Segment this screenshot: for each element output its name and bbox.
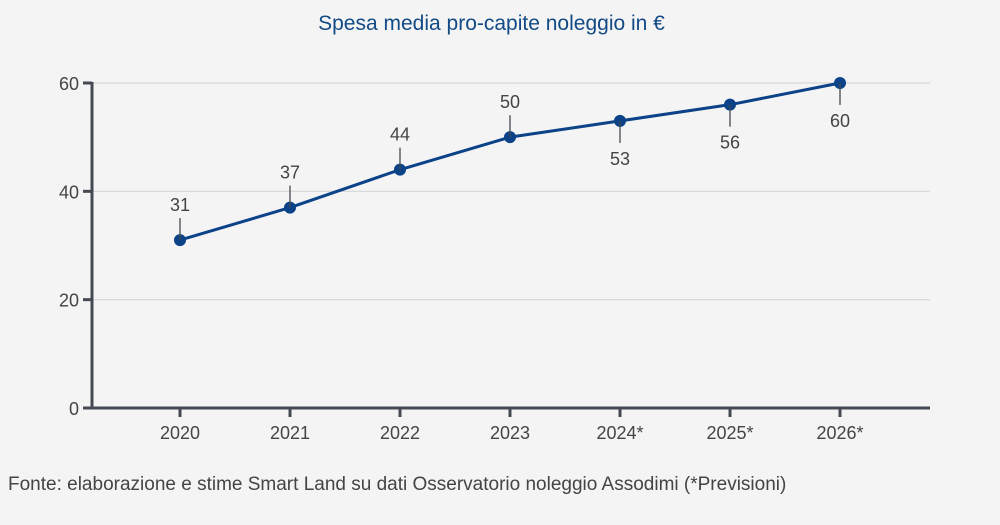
data-label: 60 [830, 111, 850, 131]
x-tick-label: 2021 [270, 423, 310, 443]
y-tick-label: 20 [59, 291, 79, 311]
y-tick-label: 40 [59, 182, 79, 202]
gridlines [92, 82, 930, 301]
data-labels: 31 37 44 50 53 56 60 [170, 83, 850, 241]
x-tick-label: 2020 [160, 423, 200, 443]
chart-title: Spesa media pro-capite noleggio in € [318, 12, 665, 35]
data-label: 53 [610, 149, 630, 169]
y-axis-ticks: 0 20 40 60 [59, 74, 92, 419]
x-tick-label: 2025* [706, 423, 753, 443]
x-tick-label: 2023 [490, 423, 530, 443]
x-tick-label: 2022 [380, 423, 420, 443]
x-axis-ticks: 2020 2021 2022 2023 2024* 2025* 2026* [160, 408, 864, 443]
data-label: 31 [170, 195, 190, 215]
data-label: 37 [280, 163, 300, 183]
x-tick-label: 2026* [816, 423, 863, 443]
source-note: Fonte: elaborazione e stime Smart Land s… [8, 474, 787, 495]
y-tick-label: 0 [69, 399, 79, 419]
y-tick-label: 60 [59, 74, 79, 94]
data-label: 50 [500, 92, 520, 112]
data-label: 44 [390, 125, 410, 145]
x-tick-label: 2024* [596, 423, 643, 443]
data-label: 56 [720, 133, 740, 153]
